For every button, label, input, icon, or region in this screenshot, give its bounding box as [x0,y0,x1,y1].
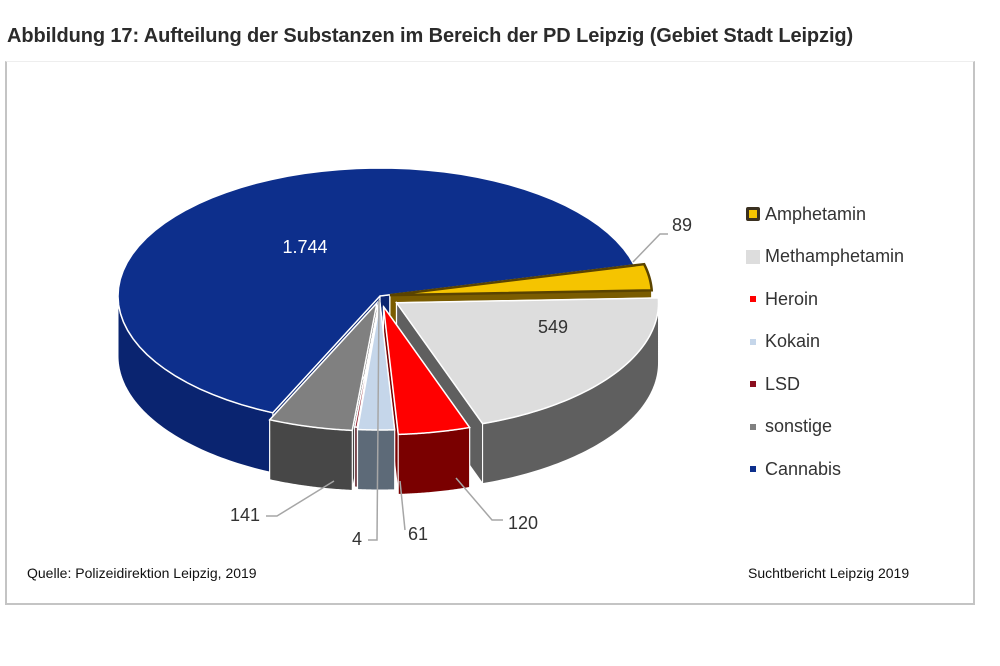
data-label: 1.744 [282,237,327,257]
legend-swatch [750,296,756,303]
data-label: 4 [352,529,362,549]
legend-swatch [746,249,760,264]
data-label: 549 [538,317,568,337]
legend-item: Cannabis [746,448,904,491]
leader-line [632,233,668,263]
slice-top [268,300,379,432]
legend-label: LSD [765,373,801,394]
slice-side-wall [354,426,358,488]
slice-top [353,299,381,428]
leader-line [399,480,406,531]
source-note: Quelle: Polizeidirektion Leipzig, 2019 [27,565,257,581]
leader-line [368,299,380,541]
legend-label: Methamphetamin [765,246,905,267]
legend-swatch [750,381,756,388]
legend-swatch [750,338,756,345]
legend-item: LSD [746,363,904,406]
legend-item: Heroin [746,278,904,321]
legend-item: Amphetamin [746,193,904,236]
leader-line [455,477,503,521]
report-note: Suchtbericht Leipzig 2019 [748,565,910,581]
pie-slice-kokain [356,301,396,491]
legend-item: sonstige [746,406,904,449]
legend-item: Methamphetamin [746,236,904,279]
slice-top [117,167,636,414]
legend-label: sonstige [765,416,833,437]
figure-title: Abbildung 17: Aufteilung der Substanzen … [7,25,854,47]
legend-swatch [750,423,756,430]
data-label: 120 [508,513,538,533]
legend-label: Amphetamin [765,203,867,224]
leader-line [266,480,335,517]
data-label: 141 [230,505,260,525]
slice-side-wall [397,426,471,495]
slice-top [356,301,396,431]
slice-side-wall [357,429,396,491]
legend-swatch [746,207,760,222]
data-label: 61 [408,524,428,544]
legend-label: Heroin [765,288,819,309]
data-label: 89 [672,215,692,235]
legend-label: Cannabis [765,458,842,479]
legend-label: Kokain [765,331,821,352]
legend-swatch [750,466,756,473]
chart-legend: Amphetamin Methamphetamin Heroin Kokain LSD s… [746,193,904,491]
legend-item: Kokain [746,321,904,364]
slice-top [395,297,660,425]
slice-top [389,262,654,297]
slice-top [382,306,471,436]
